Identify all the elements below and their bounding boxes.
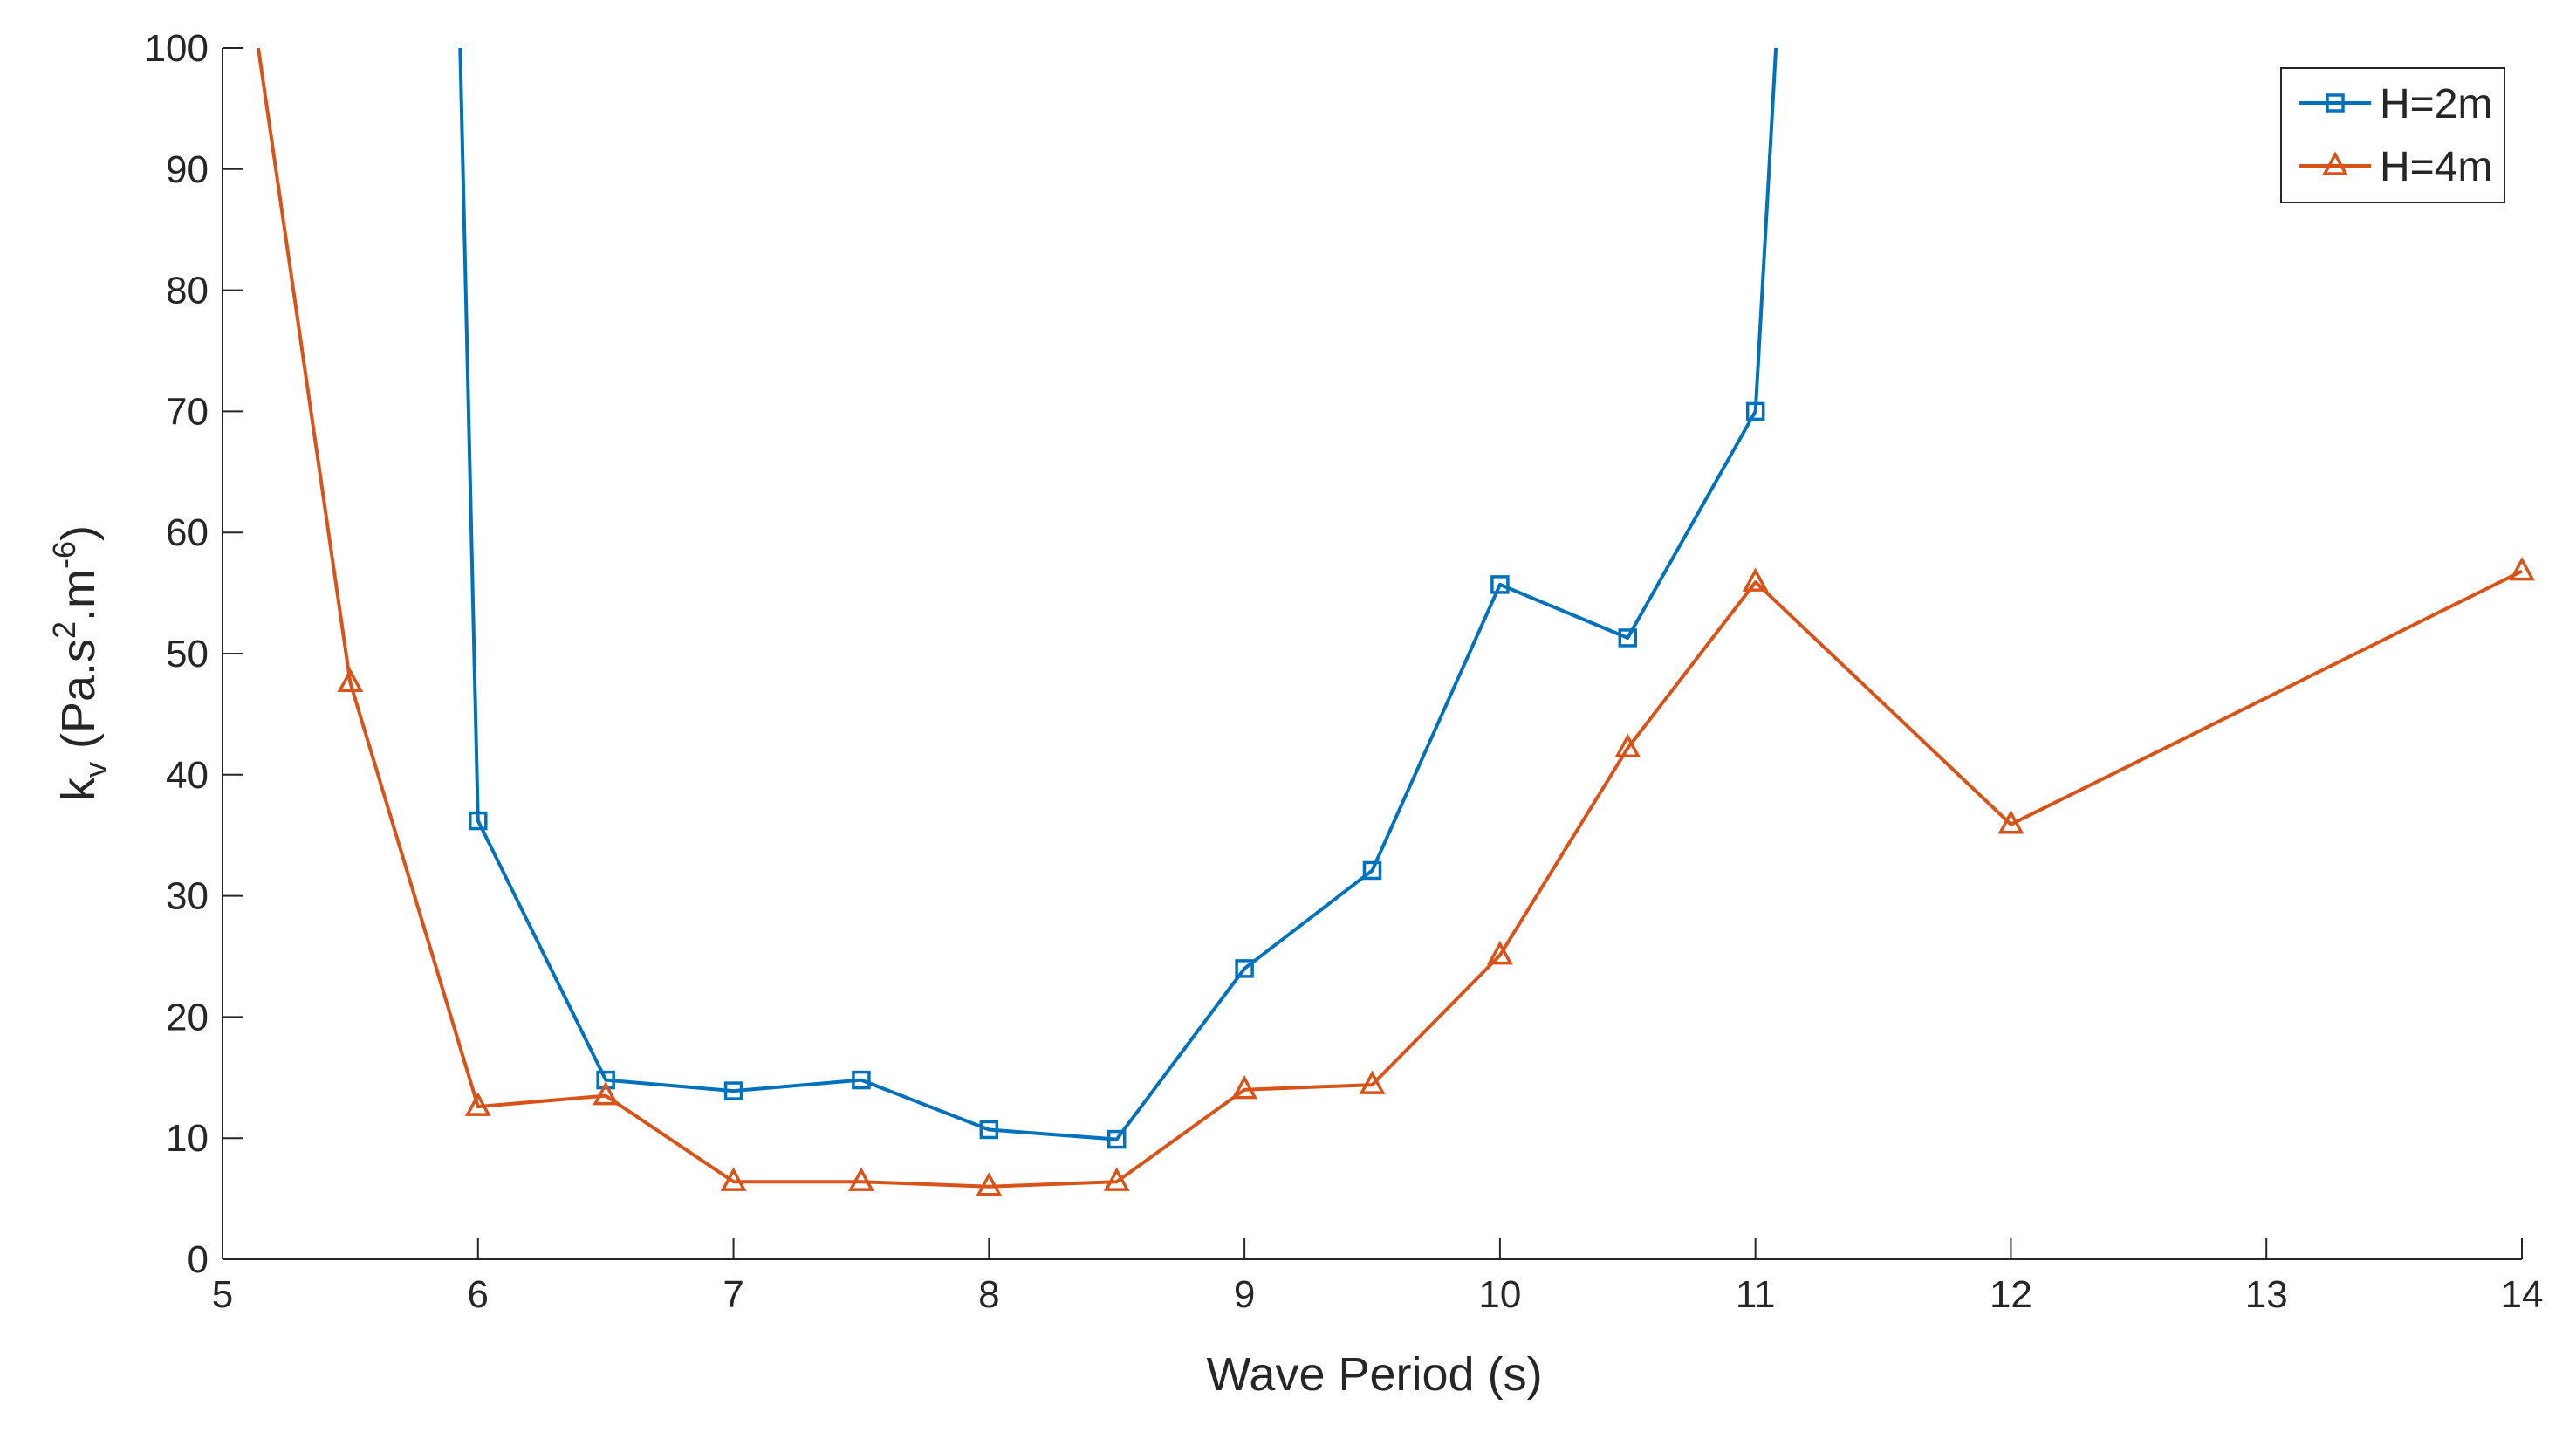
data-point-triangle — [337, 668, 364, 693]
y-axis-title-subscript: v — [78, 762, 113, 778]
y-axis-title-spacer — [52, 749, 105, 762]
legend-entry-h4: H=4m — [2299, 144, 2492, 190]
x-tick-label: 9 — [1234, 1273, 1255, 1316]
data-point-square — [1362, 860, 1382, 881]
data-point-triangle — [2509, 556, 2535, 581]
y-tick-label: 50 — [166, 633, 209, 675]
y-axis-title-superscript-1: 2 — [46, 621, 82, 639]
x-tick-label: 5 — [212, 1273, 233, 1316]
legend-label-h4: H=4m — [2380, 144, 2492, 190]
data-point-triangle — [1997, 810, 2024, 834]
y-tick-label: 30 — [166, 875, 209, 918]
data-point-triangle — [593, 1080, 620, 1106]
legend-marker-square — [2326, 93, 2345, 113]
legend-box — [2280, 67, 2505, 203]
data-point-square — [723, 1081, 743, 1100]
data-point-square — [1618, 628, 1638, 648]
x-axis-ticks: 5 6 7 8 9 10 11 12 13 14 — [212, 1238, 2544, 1316]
data-point-triangle — [847, 1167, 874, 1191]
x-tick-label: 7 — [723, 1273, 743, 1316]
data-point-triangle — [464, 1092, 491, 1116]
legend-marker-triangle — [2322, 151, 2348, 175]
data-point-square — [1106, 1129, 1127, 1149]
y-axis-title-unit-close: ) — [52, 525, 105, 541]
x-tick-label: 6 — [468, 1273, 489, 1316]
y-tick-label: 100 — [145, 27, 209, 70]
y-tick-label: 90 — [166, 148, 209, 191]
y-tick-label: 0 — [188, 1238, 209, 1281]
svg-text:kv (Pa.s2.m-6): kv (Pa.s2.m-6) — [46, 525, 113, 801]
legend-entry-h2: H=2m — [2299, 81, 2492, 127]
legend-label-h2: H=2m — [2380, 81, 2492, 127]
data-point-square — [1490, 575, 1510, 594]
y-tick-label: 40 — [166, 754, 209, 797]
data-point-square — [469, 811, 488, 831]
y-tick-label: 20 — [166, 996, 209, 1038]
series-h-4m — [257, 47, 2535, 1196]
data-point-triangle — [1614, 733, 1641, 758]
series-line — [257, 47, 2523, 1189]
y-tick-label: 10 — [166, 1117, 209, 1160]
y-tick-label: 80 — [166, 270, 209, 312]
data-point-square — [1745, 401, 1765, 421]
data-point-triangle — [1742, 567, 1769, 592]
x-tick-label: 10 — [1478, 1273, 1521, 1316]
y-tick-label: 70 — [166, 390, 209, 433]
data-point-square — [852, 1070, 871, 1090]
x-tick-label: 12 — [1990, 1273, 2032, 1316]
y-axis-title-superscript-2: -6 — [46, 541, 82, 569]
data-point-triangle — [1103, 1167, 1130, 1191]
x-tick-label: 8 — [978, 1273, 999, 1316]
data-point-triangle — [1486, 940, 1513, 965]
data-point-triangle — [720, 1167, 747, 1191]
y-tick-label: 60 — [166, 511, 209, 554]
x-tick-label: 13 — [2245, 1273, 2288, 1316]
y-axis-title: kv (Pa.s2.m-6) — [46, 525, 113, 801]
x-tick-label: 11 — [1736, 1273, 1776, 1316]
data-point-triangle — [1231, 1075, 1258, 1100]
y-axis-title-unit-mid: .m — [52, 569, 105, 621]
data-point-triangle — [976, 1172, 1003, 1196]
y-axis-title-base: k — [52, 777, 105, 801]
y-axis-ticks: 0 10 20 30 40 50 60 70 80 90 100 — [145, 27, 243, 1281]
series-h-2m — [458, 47, 1778, 1149]
data-point-triangle — [1359, 1070, 1386, 1094]
series-line — [458, 47, 1778, 1141]
data-point-square — [596, 1070, 615, 1090]
x-axis-title: Wave Period (s) — [1206, 1348, 1542, 1401]
data-point-square — [1235, 959, 1254, 978]
y-axis-title-unit-open: (Pa.s — [52, 639, 105, 749]
legend: H=2m H=4m — [2280, 67, 2505, 203]
x-tick-label: 14 — [2501, 1273, 2544, 1316]
data-point-square — [979, 1120, 999, 1140]
series-layer — [257, 47, 2535, 1196]
